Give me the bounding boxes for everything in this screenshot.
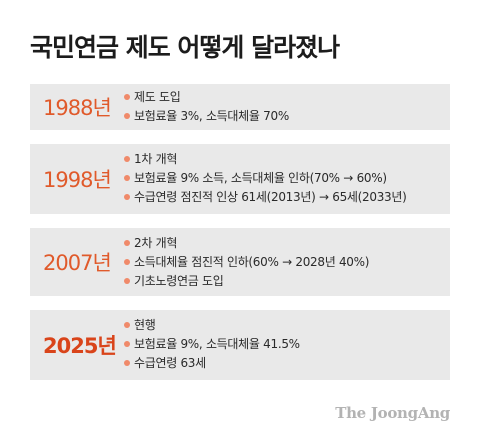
list-item: 보험료율 3%, 소득대체율 70% xyxy=(124,107,444,126)
item-text: 수급연령 점진적 인상 61세(2013년) → 65세(2033년) xyxy=(134,190,407,204)
timeline-card-1988: 1988년 제도 도입 보험료율 3%, 소득대체율 70% xyxy=(30,84,450,130)
item-text: 수급연령 63세 xyxy=(134,356,206,370)
item-list: 현행 보험료율 9%, 소득대체율 41.5% 수급연령 63세 xyxy=(124,316,444,373)
list-item: 보험료율 9%, 소득대체율 41.5% xyxy=(124,335,444,354)
bullet-icon xyxy=(124,156,130,162)
bullet-icon xyxy=(124,94,130,100)
item-text: 보험료율 3%, 소득대체율 70% xyxy=(134,109,289,123)
bullet-icon xyxy=(124,175,130,181)
item-list: 제도 도입 보험료율 3%, 소득대체율 70% xyxy=(124,88,444,126)
item-text: 1차 개혁 xyxy=(134,152,178,166)
list-item: 기초노령연금 도입 xyxy=(124,272,444,291)
list-item: 제도 도입 xyxy=(124,88,444,107)
bullet-icon xyxy=(124,259,130,265)
list-item: 1차 개혁 xyxy=(124,150,444,169)
timeline-card-2007: 2007년 2차 개혁 소득대체율 점진적 인하(60% → 2028년 40%… xyxy=(30,228,450,296)
list-item: 보험료율 9% 소득, 소득대체율 인하(70% → 60%) xyxy=(124,169,444,188)
list-item: 2차 개혁 xyxy=(124,234,444,253)
year-label: 1988년 xyxy=(43,96,112,120)
bullet-icon xyxy=(124,278,130,284)
bullet-icon xyxy=(124,113,130,119)
item-list: 1차 개혁 보험료율 9% 소득, 소득대체율 인하(70% → 60%) 수급… xyxy=(124,150,444,207)
timeline-card-1998: 1998년 1차 개혁 보험료율 9% 소득, 소득대체율 인하(70% → 6… xyxy=(30,144,450,214)
bullet-icon xyxy=(124,240,130,246)
item-text: 보험료율 9%, 소득대체율 41.5% xyxy=(134,337,300,351)
publisher-logo: The JoongAng xyxy=(335,404,450,422)
bullet-icon xyxy=(124,322,130,328)
item-text: 소득대체율 점진적 인하(60% → 2028년 40%) xyxy=(134,255,370,269)
bullet-icon xyxy=(124,360,130,366)
page-title: 국민연금 제도 어떻게 달라졌나 xyxy=(30,33,340,62)
bullet-icon xyxy=(124,194,130,200)
list-item: 소득대체율 점진적 인하(60% → 2028년 40%) xyxy=(124,253,444,272)
list-item: 현행 xyxy=(124,316,444,335)
bullet-icon xyxy=(124,341,130,347)
list-item: 수급연령 점진적 인상 61세(2013년) → 65세(2033년) xyxy=(124,188,444,207)
year-label: 2025년 xyxy=(43,334,117,358)
item-text: 현행 xyxy=(134,318,156,332)
item-list: 2차 개혁 소득대체율 점진적 인하(60% → 2028년 40%) 기초노령… xyxy=(124,234,444,291)
item-text: 보험료율 9% 소득, 소득대체율 인하(70% → 60%) xyxy=(134,171,387,185)
timeline-card-2025: 2025년 현행 보험료율 9%, 소득대체율 41.5% 수급연령 63세 xyxy=(30,310,450,380)
year-label: 1998년 xyxy=(43,168,112,192)
item-text: 제도 도입 xyxy=(134,90,181,104)
item-text: 2차 개혁 xyxy=(134,236,178,250)
item-text: 기초노령연금 도입 xyxy=(134,274,224,288)
year-label: 2007년 xyxy=(43,251,112,275)
list-item: 수급연령 63세 xyxy=(124,354,444,373)
